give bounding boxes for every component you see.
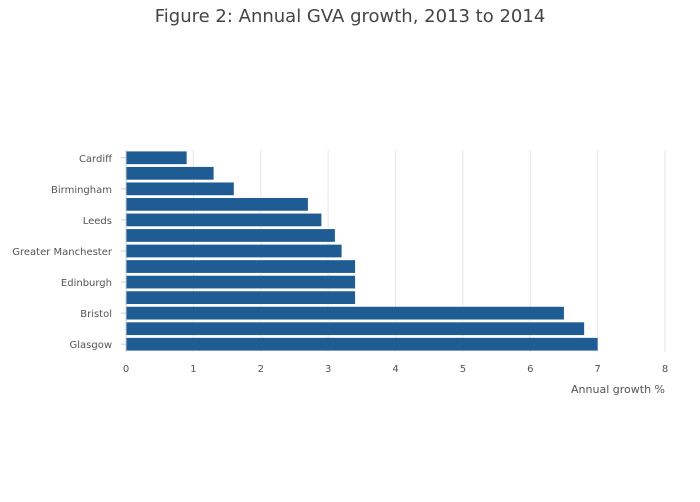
bar[interactable] (126, 198, 308, 211)
bar[interactable] (126, 182, 234, 196)
x-tick-label: 5 (460, 364, 466, 375)
bar[interactable] (126, 275, 356, 289)
chart-title: Figure 2: Annual GVA growth, 2013 to 201… (154, 6, 546, 27)
bar[interactable] (126, 229, 335, 242)
y-tick-label: Leeds (83, 216, 112, 227)
bar[interactable] (126, 291, 356, 304)
x-tick-label: 2 (258, 364, 264, 375)
bar[interactable] (126, 166, 214, 180)
y-tick-label: Cardiff (79, 154, 113, 165)
x-axis-title: Annual growth % (571, 383, 665, 396)
bar[interactable] (126, 213, 322, 227)
x-tick-label: 6 (527, 364, 533, 375)
bar[interactable] (126, 322, 585, 336)
x-tick-label: 0 (123, 364, 129, 375)
x-tick-label: 8 (662, 364, 668, 375)
x-tick-label: 7 (594, 364, 600, 375)
y-tick-label: Bristol (80, 309, 112, 320)
bar[interactable] (126, 244, 342, 258)
y-tick-label: Edinburgh (61, 278, 112, 289)
x-tick-label: 1 (190, 364, 196, 375)
x-tick-label: 4 (392, 364, 398, 375)
y-tick-label: Greater Manchester (12, 247, 113, 258)
bar[interactable] (126, 306, 564, 320)
axis-layer: 0 1 2 3 4 5 6 7 8 Cardiff Birmingham Leeds Greater M… (12, 150, 668, 375)
x-tick-label: 3 (325, 364, 331, 375)
bar-layer (126, 151, 598, 351)
y-tick-label: Birmingham (51, 185, 112, 196)
bar[interactable] (126, 151, 187, 165)
bar[interactable] (126, 337, 598, 351)
bar[interactable] (126, 260, 356, 273)
y-tick-label: Glasgow (69, 340, 112, 351)
